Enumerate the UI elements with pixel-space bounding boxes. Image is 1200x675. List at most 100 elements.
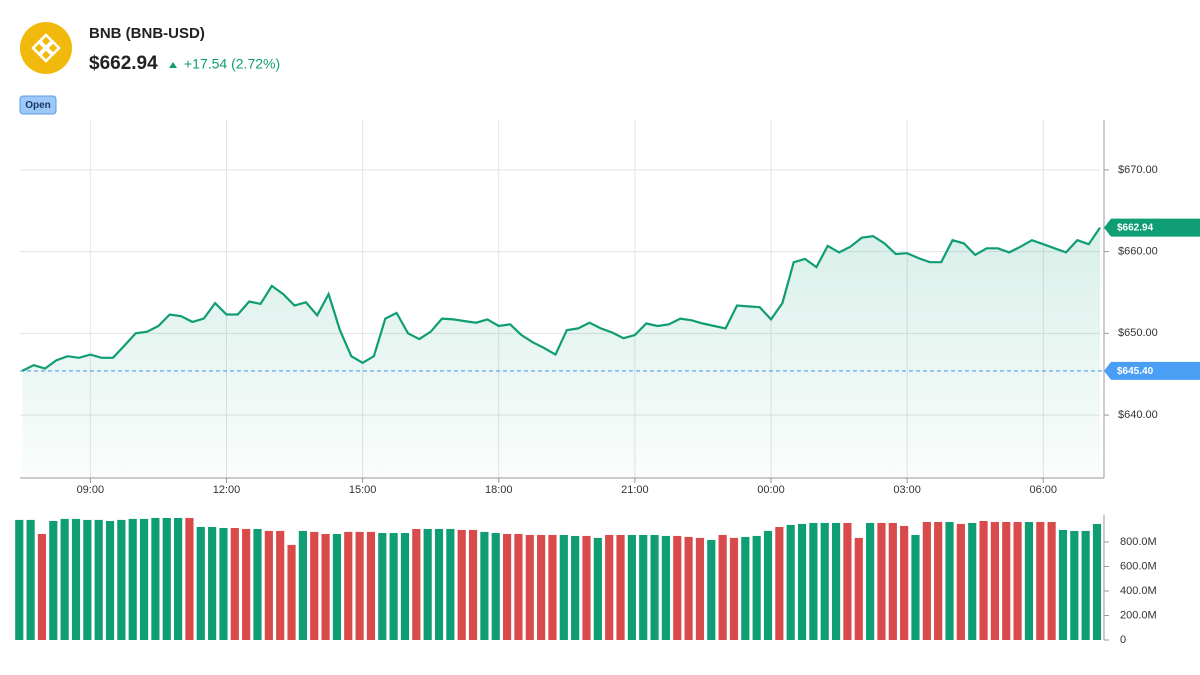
volume-bar — [1070, 530, 1079, 640]
volume-bar — [480, 531, 489, 640]
volume-bar — [264, 530, 273, 640]
volume-bar — [514, 533, 523, 640]
volume-bar — [355, 531, 364, 640]
x-tick-label: 18:00 — [485, 484, 513, 496]
volume-bar — [911, 534, 920, 640]
volume-bar — [423, 528, 432, 640]
title: BNB (BNB-USD) — [89, 25, 205, 42]
volume-bar — [559, 534, 568, 640]
volume-bar — [389, 533, 398, 640]
volume-bar — [616, 534, 625, 640]
volume-bar — [412, 528, 421, 640]
price: $662.94 — [89, 53, 158, 74]
volume-bar — [877, 522, 886, 640]
y-tick-label: 400.0M — [1120, 585, 1157, 597]
volume-bar — [605, 534, 614, 640]
open-badge-label[interactable]: Open — [25, 100, 51, 111]
volume-bar — [525, 534, 534, 640]
volume-bar — [26, 519, 35, 640]
price-change: +17.54 (2.72%) — [184, 56, 280, 72]
volume-bar — [582, 535, 591, 640]
volume-bar — [729, 537, 739, 640]
x-tick-label: 06:00 — [1030, 484, 1058, 496]
y-tick-label: 0 — [1120, 634, 1126, 646]
volume-bar — [934, 521, 943, 640]
volume-bar — [718, 534, 727, 640]
volume-bar — [37, 533, 47, 640]
volume-bar — [1013, 521, 1022, 640]
volume-bar — [900, 525, 909, 640]
volume-bar — [695, 537, 705, 640]
volume-bar — [162, 517, 171, 640]
volume-bar — [1092, 523, 1102, 640]
volume-bar — [49, 521, 58, 640]
volume-bar — [230, 527, 239, 640]
volume-bar — [866, 522, 875, 640]
volume-bar — [627, 534, 636, 640]
volume-bar — [990, 521, 999, 640]
volume-bar — [60, 518, 69, 640]
x-tick-label: 03:00 — [893, 484, 921, 496]
volume-bar — [741, 536, 750, 640]
volume-bar — [208, 527, 217, 640]
volume-bar — [922, 521, 931, 640]
volume-bar — [661, 535, 670, 640]
volume-bar — [287, 544, 296, 640]
price-tag-label: $645.40 — [1117, 366, 1154, 377]
volume-bar — [15, 519, 24, 640]
y-tick-label: 200.0M — [1120, 609, 1157, 621]
y-tick-label: $660.00 — [1118, 245, 1158, 257]
volume-bar — [571, 535, 580, 640]
volume-bar — [94, 519, 103, 640]
volume-bar — [117, 519, 126, 640]
open-badge[interactable] — [19, 95, 57, 115]
volume-bar — [979, 521, 988, 640]
x-tick-label: 12:00 — [213, 484, 241, 496]
y-tick-label: $670.00 — [1118, 164, 1158, 176]
x-tick-label: 15:00 — [349, 484, 377, 496]
volume-bar — [537, 534, 546, 640]
volume-bar — [548, 534, 557, 640]
volume-bar — [185, 517, 194, 640]
volume-bar — [797, 523, 807, 640]
volume-bar — [400, 533, 410, 640]
volume-bar — [332, 533, 341, 640]
price-tag-label: $662.94 — [1117, 223, 1154, 234]
volume-bar — [968, 522, 977, 640]
up-arrow — [169, 62, 177, 68]
volume-bar — [174, 517, 183, 640]
volume-bar — [503, 533, 512, 640]
volume-bar — [888, 522, 897, 640]
volume-bar — [1002, 521, 1011, 640]
volume-bar — [673, 535, 682, 640]
volume-bar — [139, 518, 149, 640]
volume-bar — [763, 530, 773, 640]
volume-bar — [639, 534, 648, 640]
volume-bar — [831, 522, 841, 640]
volume-bar — [854, 537, 863, 640]
volume-bar — [1024, 521, 1034, 640]
volume-bar — [434, 528, 444, 640]
volume-bar — [1081, 530, 1090, 640]
volume-bar — [945, 521, 954, 640]
volume-bar — [219, 527, 228, 640]
price-tag — [1104, 361, 1200, 380]
volume-bar — [457, 529, 466, 640]
area — [22, 227, 1100, 478]
volume-bar — [820, 522, 829, 640]
price-line — [21, 226, 1101, 372]
volume-bar — [151, 517, 160, 640]
volume-bar — [310, 531, 319, 640]
y-tick-label: 800.0M — [1120, 536, 1157, 548]
volume-bar — [344, 531, 353, 640]
y-tick-label: 600.0M — [1120, 560, 1157, 572]
volume-bar — [786, 524, 795, 640]
y-tick-label: $640.00 — [1118, 409, 1158, 421]
volume-bar — [752, 535, 761, 640]
volume-bar — [105, 521, 115, 640]
volume-bar — [83, 519, 92, 640]
volume-bar — [468, 529, 478, 640]
volume-bar — [650, 534, 659, 640]
